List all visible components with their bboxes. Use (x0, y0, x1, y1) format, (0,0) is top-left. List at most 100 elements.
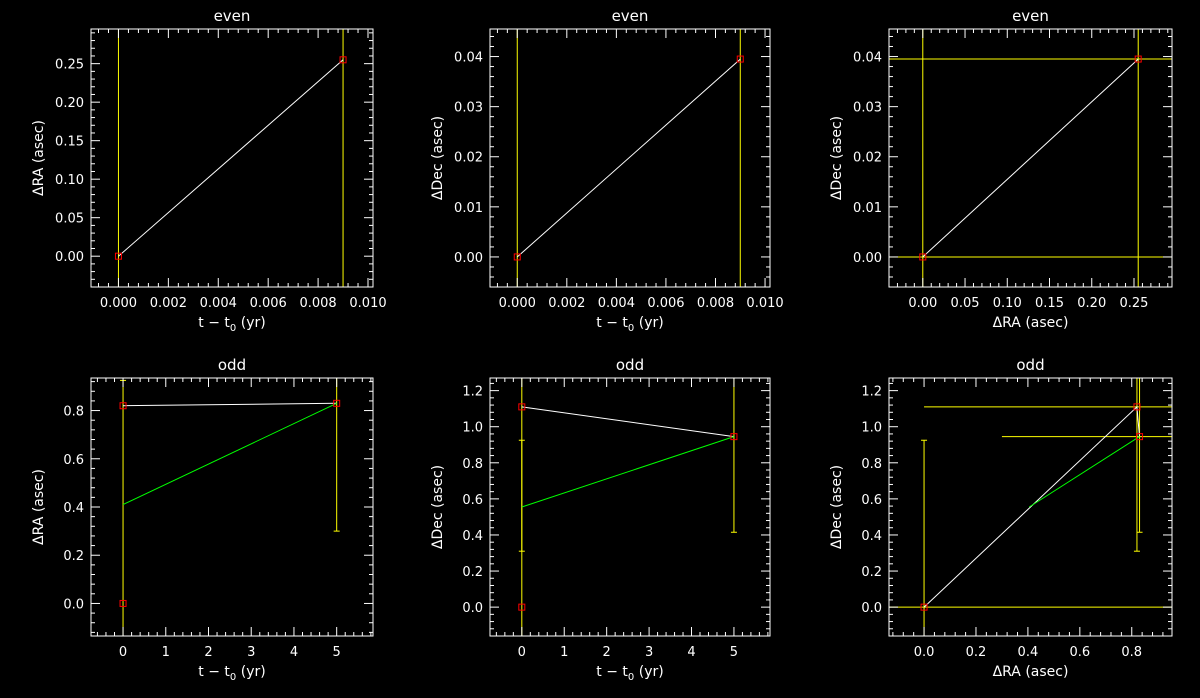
plot-frame (888, 377, 1173, 637)
data-point (518, 603, 526, 611)
y-tick-label: 0.6 (861, 493, 882, 508)
y-tick-label: 0.4 (861, 529, 882, 544)
x-tick-label: 0.002 (548, 296, 585, 311)
chart-title: even (612, 7, 649, 25)
data-point (518, 403, 526, 411)
y-tick-label: 0.01 (853, 201, 882, 216)
y-tick-label: 0.0 (462, 601, 483, 616)
y-axis-label: ΔRA (asec) (31, 469, 47, 545)
chart-title: odd (218, 356, 246, 374)
y-axis-label: ΔDec (asec) (430, 465, 446, 549)
y-tick-label: 0.04 (853, 51, 882, 66)
x-tick-label: 0.008 (697, 296, 734, 311)
data-point (730, 433, 738, 441)
x-axis-label: t − t0 (yr) (198, 315, 265, 334)
series-line (922, 58, 1139, 258)
x-tick-label: 0.4 (1018, 645, 1039, 660)
chart-title: odd (1016, 356, 1044, 374)
x-axis-label: ΔRA (asec) (993, 315, 1069, 331)
series-line (118, 59, 344, 257)
y-tick-label: 0.02 (853, 151, 882, 166)
y-tick-label: 0.00 (55, 250, 84, 265)
x-tick-label: 0.8 (1121, 645, 1142, 660)
x-tick-label: 0.002 (150, 296, 187, 311)
x-tick-label: 0.0 (914, 645, 935, 660)
panel-5: 0 1 2 3 4 5 0.0 0.2 0.4 0.6 0.8 1.0 1.2 odd t − t0 (yr… (430, 356, 771, 683)
y-tick-label: 0.2 (861, 565, 882, 580)
data-point (114, 252, 122, 260)
panel-2: 0.000 0.002 0.004 0.006 0.008 0.010 0.00 0.01 0.… (430, 7, 784, 334)
y-tick-label: 0.4 (63, 501, 84, 516)
plot-frame (489, 28, 771, 288)
y-tick-label: 0.20 (55, 96, 84, 111)
y-tick-label: 0.04 (454, 51, 483, 66)
x-tick-label: 4 (290, 645, 298, 660)
x-tick-label: 0.25 (1120, 296, 1149, 311)
x-axis-label: t − t0 (yr) (596, 315, 663, 334)
y-axis-label: ΔDec (asec) (829, 465, 845, 549)
x-tick-label: 3 (247, 645, 255, 660)
y-tick-label: 0.00 (454, 251, 483, 266)
x-tick-label: 5 (730, 645, 738, 660)
x-tick-label: 0.20 (1077, 296, 1106, 311)
y-tick-label: 0.25 (55, 58, 84, 73)
y-tick-label: 0.01 (454, 201, 483, 216)
data-point (920, 603, 928, 611)
data-point (333, 399, 341, 407)
y-tick-label: 0.05 (55, 212, 84, 227)
data-point (919, 253, 927, 261)
x-tick-label: 0.010 (349, 296, 386, 311)
x-tick-label: 4 (687, 645, 695, 660)
series-line (122, 402, 337, 506)
series-line (122, 402, 337, 407)
data-point (339, 56, 347, 64)
y-tick-label: 0.2 (63, 549, 84, 564)
plot-frame (489, 377, 771, 637)
plot-frame (888, 28, 1173, 288)
y-tick-label: 0.8 (462, 457, 483, 472)
chart-title: even (214, 7, 251, 25)
data-point (119, 402, 127, 410)
data-point (736, 55, 744, 63)
data-point (1133, 403, 1141, 411)
x-axis-label: t − t0 (yr) (596, 664, 663, 683)
x-tick-label: 0.004 (200, 296, 237, 311)
x-tick-label: 0 (518, 645, 526, 660)
x-axis-label: ΔRA (asec) (993, 664, 1069, 680)
x-tick-label: 0.2 (966, 645, 987, 660)
x-tick-label: 2 (603, 645, 611, 660)
x-tick-label: 0.006 (647, 296, 684, 311)
data-point (1134, 55, 1142, 63)
series-line (923, 405, 1140, 608)
y-tick-label: 0.00 (853, 251, 882, 266)
series-line (521, 436, 735, 508)
data-point (119, 599, 127, 607)
x-tick-label: 2 (204, 645, 212, 660)
panel-6: 0.0 0.2 0.4 0.6 0.8 0.0 0.2 0.4 0.6 0.8 1.0 1.2 odd Δ… (829, 356, 1173, 680)
y-tick-label: 0.02 (454, 151, 483, 166)
y-tick-label: 0.2 (462, 565, 483, 580)
y-tick-label: 0.8 (861, 457, 882, 472)
data-point (513, 253, 521, 261)
y-tick-label: 0.03 (454, 101, 483, 116)
plot-frame (90, 28, 374, 288)
x-tick-label: 0.10 (993, 296, 1022, 311)
y-tick-label: 1.0 (861, 421, 882, 436)
y-axis-label: ΔRA (asec) (31, 120, 47, 196)
y-tick-label: 1.0 (462, 421, 483, 436)
chart-title: even (1012, 7, 1049, 25)
x-tick-label: 0.006 (250, 296, 287, 311)
y-tick-label: 0.6 (462, 493, 483, 508)
series-line (1028, 436, 1140, 508)
y-tick-label: 0.6 (63, 453, 84, 468)
y-tick-label: 0.03 (853, 101, 882, 116)
y-tick-label: 0.0 (861, 601, 882, 616)
x-tick-label: 0.6 (1069, 645, 1090, 660)
x-tick-label: 0 (119, 645, 127, 660)
y-tick-label: 0.10 (55, 173, 84, 188)
x-tick-label: 0.000 (499, 296, 536, 311)
x-tick-label: 0.15 (1035, 296, 1064, 311)
x-tick-label: 0.000 (100, 296, 137, 311)
y-tick-label: 0.15 (55, 135, 84, 150)
x-axis-label: t − t0 (yr) (198, 664, 265, 683)
